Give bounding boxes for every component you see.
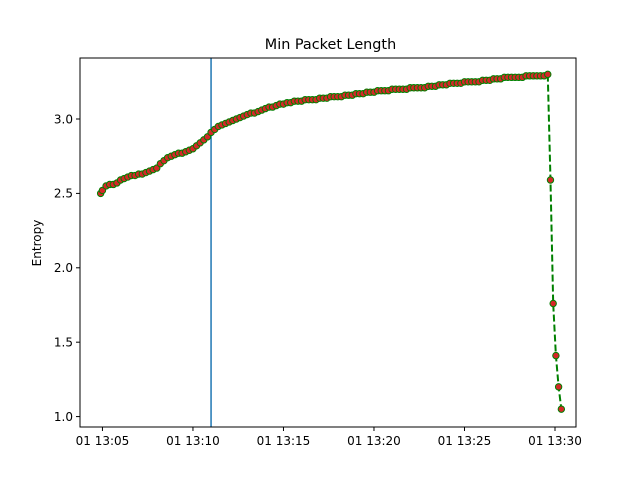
plot-area [96,58,566,427]
x-tick-label: 01 13:25 [438,434,492,448]
axes-frame [79,57,577,428]
x-tick-label: 01 13:20 [347,434,401,448]
x-tick-label: 01 13:10 [166,434,220,448]
data-point [557,405,566,413]
y-tick-label: 2.0 [54,261,73,275]
data-point [549,299,557,308]
x-tick-label: 01 13:30 [528,434,582,448]
x-tick-label: 01 13:05 [76,434,130,448]
y-tick-label: 1.5 [54,335,73,349]
chart-title: Min Packet Length [265,37,396,53]
data-point [546,176,555,184]
x-tick-label: 01 13:15 [257,434,311,448]
axes: 01 13:05 01 13:10 01 13:15 01 13:20 01 13:25… [54,57,582,448]
data-point [552,351,560,360]
y-tick-label: 2.5 [54,187,73,201]
data-point [554,383,563,391]
series-line [99,73,563,410]
y-tick-label: 3.0 [54,112,73,126]
data-point [544,70,552,79]
y-tick-label: 1.0 [54,410,73,424]
y-axis-label: Entropy [30,220,44,267]
